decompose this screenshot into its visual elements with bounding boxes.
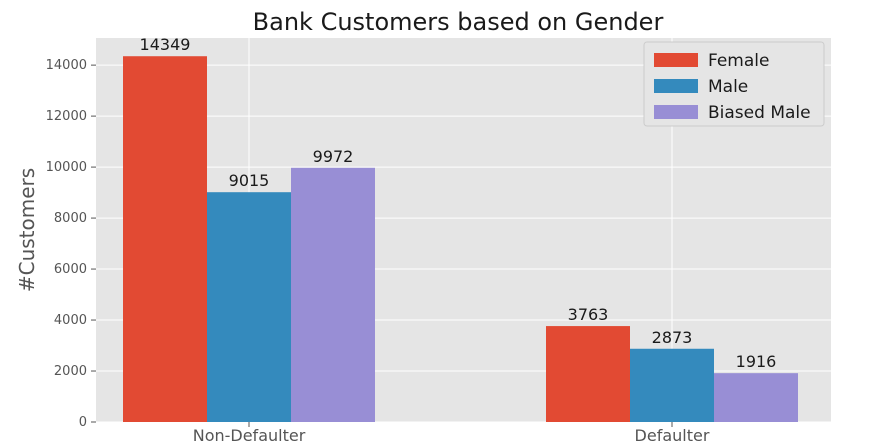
legend-swatch <box>654 79 698 93</box>
bar-value-label: 9015 <box>229 171 270 190</box>
bar <box>123 56 207 423</box>
legend-swatch <box>654 105 698 119</box>
data-labels: 14349 9015 9972 3763 2873 1916 <box>140 35 777 371</box>
x-tick-label: Defaulter <box>635 426 710 445</box>
bar <box>630 348 714 422</box>
y-tick-label: 12000 <box>46 109 87 124</box>
y-tick-label: 4000 <box>54 313 87 328</box>
legend-label: Male <box>708 77 748 97</box>
legend-label: Biased Male <box>708 103 811 123</box>
bar-value-label: 9972 <box>313 147 354 166</box>
bar-value-label: 2873 <box>652 328 693 347</box>
x-axis: Non-Defaulter Defaulter <box>193 422 710 445</box>
y-tick-label: 6000 <box>54 262 87 277</box>
y-tick-label: 10000 <box>46 160 87 175</box>
legend-label: Female <box>708 51 769 71</box>
bar <box>291 167 375 422</box>
y-axis: 0 2000 4000 6000 8000 10000 12000 14000 <box>46 58 96 430</box>
bars <box>123 56 798 423</box>
bar-value-label: 1916 <box>736 352 777 371</box>
bar <box>714 373 798 422</box>
bar <box>207 192 291 422</box>
bar <box>546 326 630 422</box>
y-tick-label: 2000 <box>54 364 87 379</box>
legend-swatch <box>654 53 698 67</box>
x-tick-label: Non-Defaulter <box>193 426 306 445</box>
y-tick-label: 8000 <box>54 211 87 226</box>
y-tick-label: 14000 <box>46 58 87 73</box>
y-axis-label: #Customers <box>15 168 39 292</box>
y-tick-label: 0 <box>79 415 87 430</box>
chart-title: Bank Customers based on Gender <box>253 8 664 36</box>
bar-value-label: 14349 <box>140 35 191 54</box>
legend: Female Male Biased Male <box>643 41 825 127</box>
bar-value-label: 3763 <box>568 305 609 324</box>
